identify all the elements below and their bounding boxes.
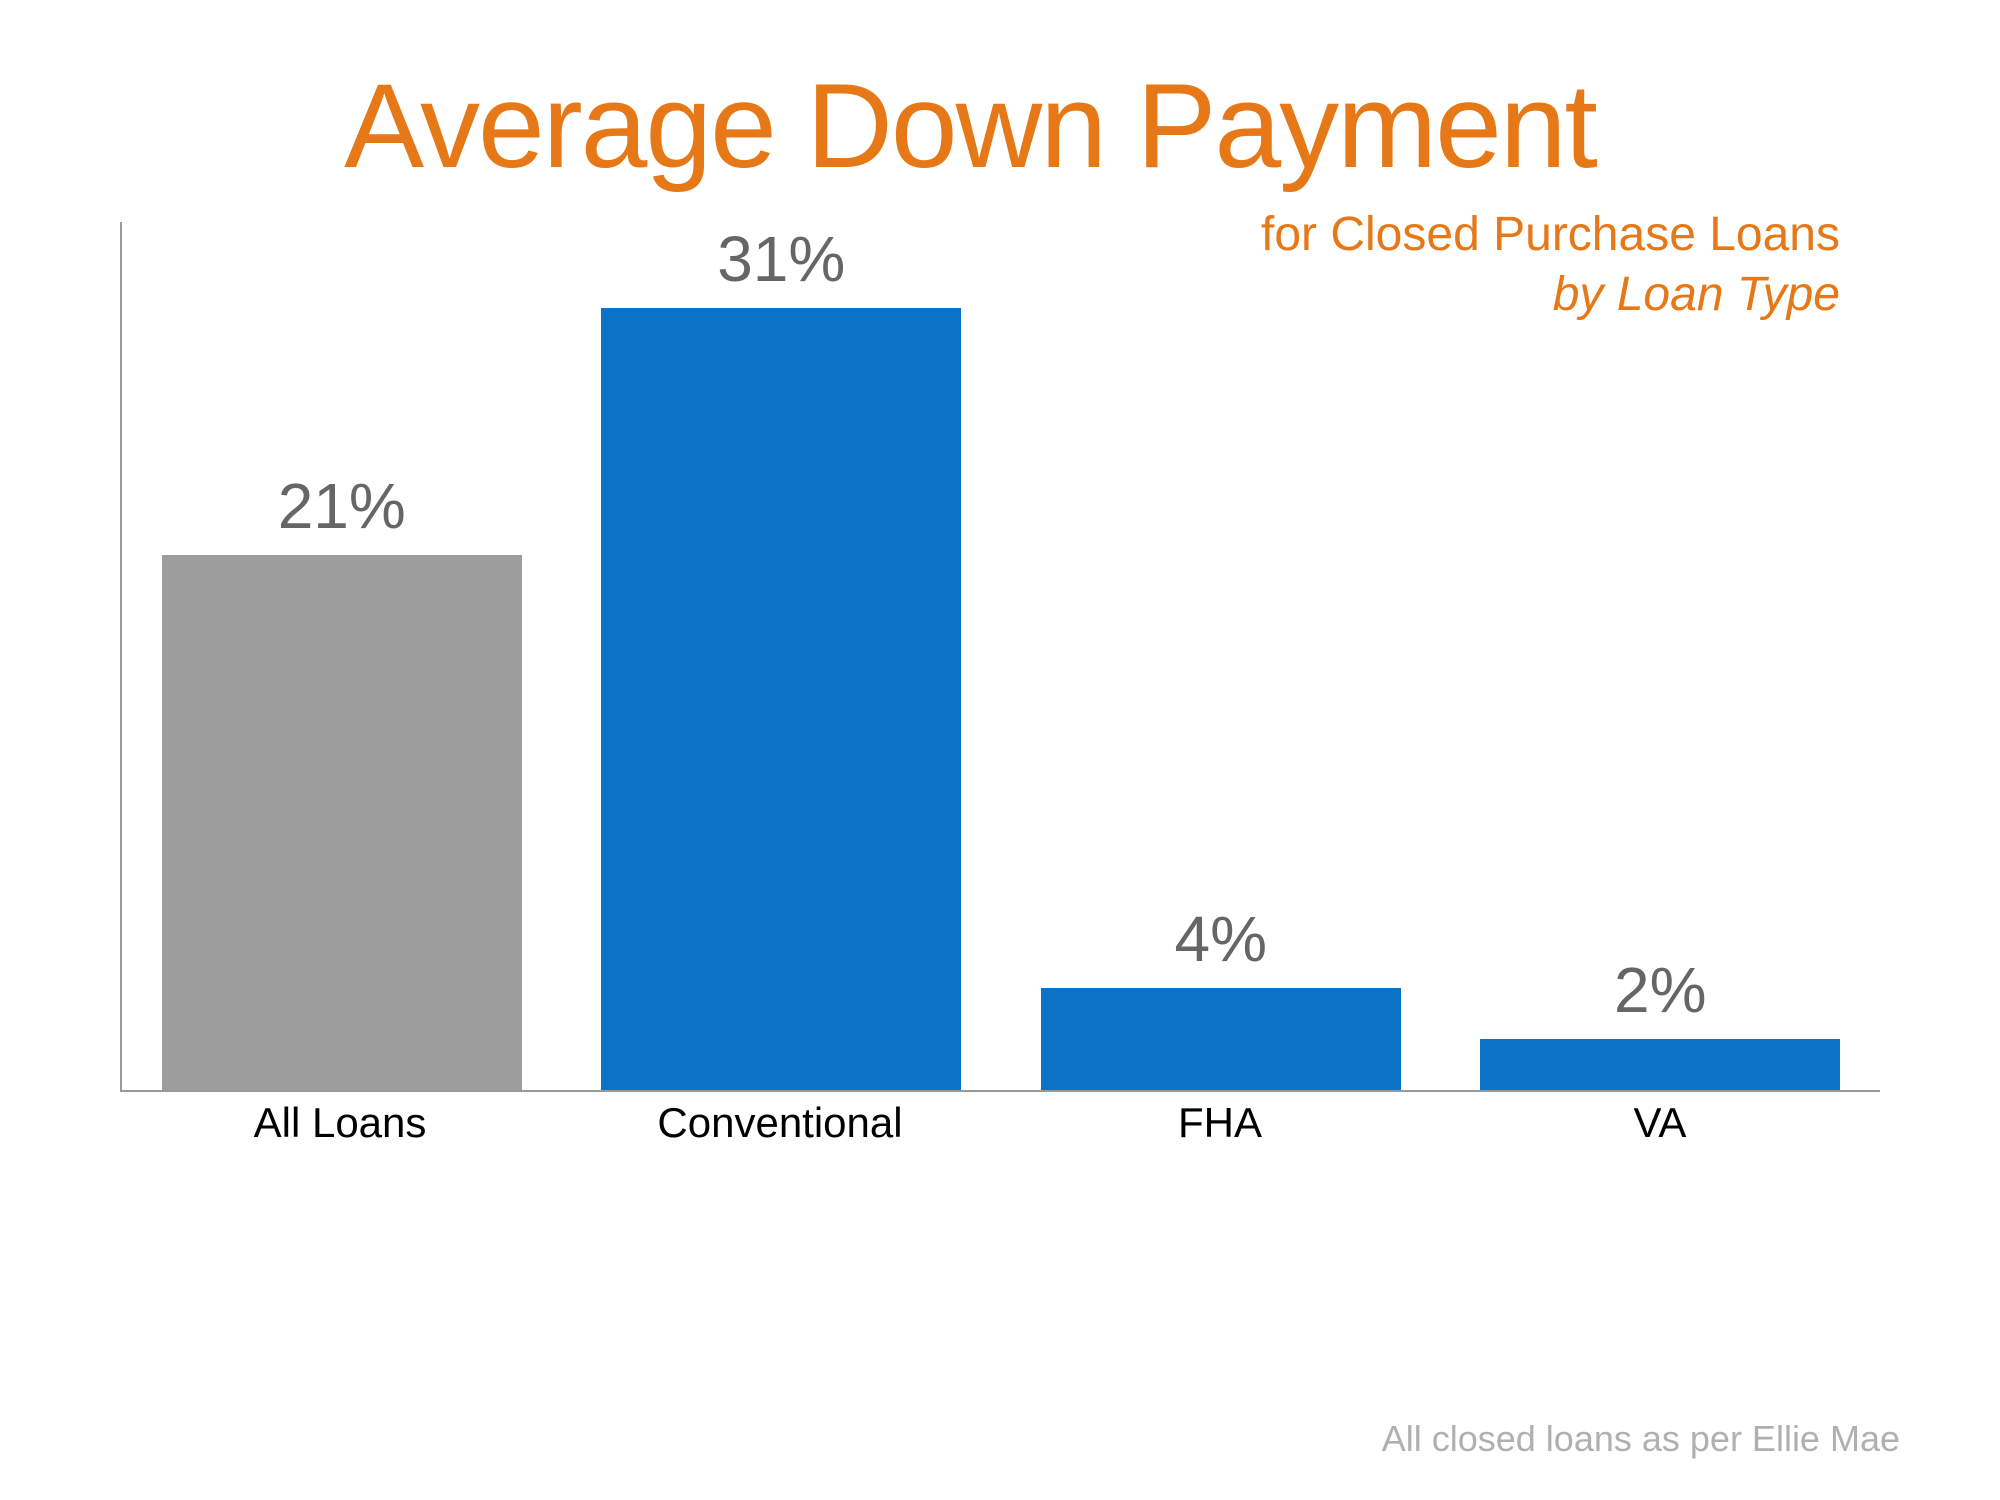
bar-category-label: VA [1440,1099,1880,1147]
footnote: All closed loans as per Ellie Mae [1382,1418,1900,1460]
labels-container: All LoansConventionalFHAVA [120,1099,1880,1147]
bar-group: 4% [1001,222,1441,1090]
bar-category-label: FHA [1000,1099,1440,1147]
bar-group: 2% [1441,222,1881,1090]
bar-chart: 21% 31% 4% 2% All LoansConventionalFHAVA [100,222,1900,1172]
main-title: Average Down Payment [100,60,1840,192]
bar [1480,1039,1840,1090]
bar-value-label: 2% [1614,953,1707,1027]
bar [601,308,961,1090]
bar-value-label: 4% [1175,902,1268,976]
bar-group: 21% [122,222,562,1090]
bar-group: 31% [562,222,1002,1090]
bar-value-label: 31% [717,222,845,296]
bar [162,555,522,1090]
bar-category-label: All Loans [120,1099,560,1147]
bar-category-label: Conventional [560,1099,1000,1147]
bar-value-label: 21% [278,469,406,543]
bar [1041,988,1401,1090]
bars-container: 21% 31% 4% 2% [120,222,1880,1092]
